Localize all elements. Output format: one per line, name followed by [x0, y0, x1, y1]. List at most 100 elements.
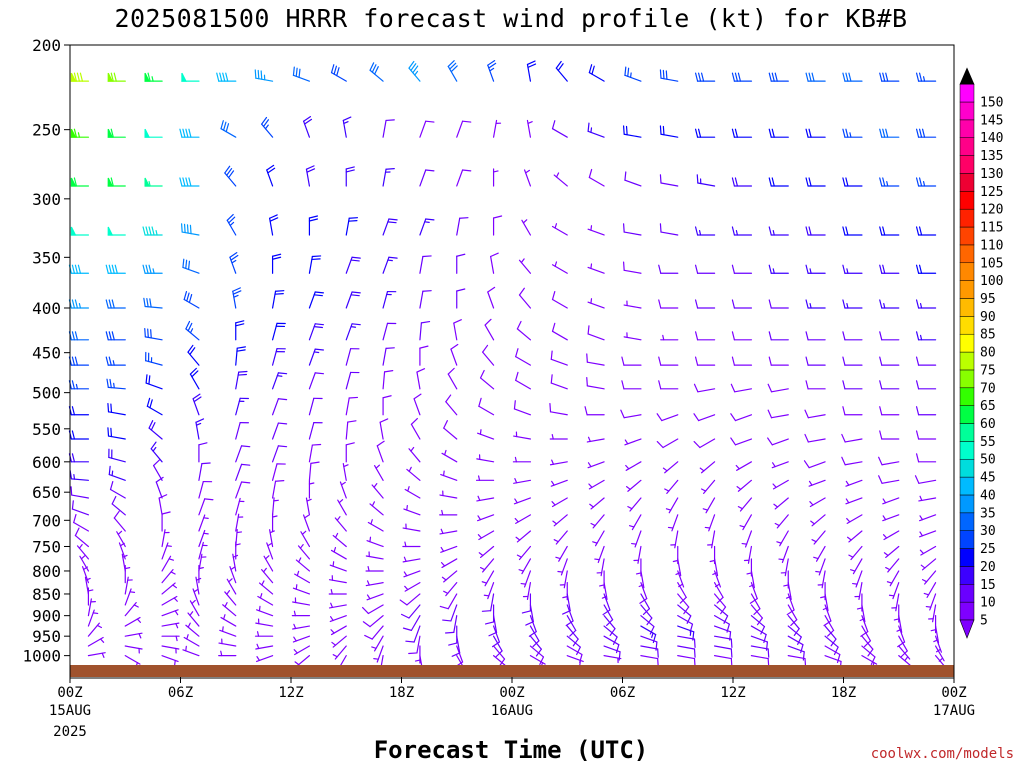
barb-half-flag: [810, 520, 815, 525]
wind-barb: [447, 60, 458, 82]
wind-barb: [750, 593, 761, 616]
barb-staff: [713, 655, 732, 660]
barb-half-flag: [258, 605, 261, 612]
barb-full-flag: [918, 264, 923, 274]
barb-full-flag: [609, 628, 616, 636]
wind-barb: [879, 128, 900, 138]
barb-full-flag: [803, 460, 810, 469]
wind-barb: [588, 479, 605, 490]
wind-barb: [479, 558, 495, 573]
barb-half-flag: [562, 596, 568, 599]
barb-half-flag: [85, 577, 91, 581]
wind-barb: [220, 614, 237, 627]
barb-full-flag: [586, 353, 588, 363]
barb-full-flag: [550, 350, 553, 360]
wind-barb: [68, 380, 90, 390]
barb-half-flag: [852, 582, 858, 585]
wind-barb: [235, 513, 244, 532]
wind-barb: [805, 177, 826, 187]
barb-full-flag: [805, 356, 809, 366]
barb-staff: [158, 497, 163, 516]
barb-half-flag: [148, 180, 151, 187]
wind-barb: [879, 406, 900, 416]
wind-barb: [882, 497, 900, 505]
barb-half-flag: [151, 76, 154, 82]
wind-barb: [898, 635, 908, 658]
wind-barb: [373, 464, 384, 481]
wind-barb: [87, 636, 105, 647]
barb-staff: [713, 625, 732, 633]
barb-full-flag: [658, 356, 662, 366]
barb-half-flag: [554, 223, 558, 229]
barb-half-flag: [333, 547, 337, 553]
wind-barb: [447, 367, 458, 390]
wind-barb: [143, 297, 163, 309]
barb-full-flag: [842, 226, 846, 236]
wind-barb: [658, 299, 679, 309]
barb-staff: [713, 604, 729, 617]
wind-barb: [882, 514, 900, 522]
barb-full-flag: [314, 348, 325, 351]
wind-barb: [366, 593, 384, 601]
barb-full-flag: [150, 441, 157, 450]
barb-half-flag: [704, 526, 711, 529]
barb-full-flag: [639, 598, 648, 604]
barb-staff: [861, 635, 874, 650]
barb-full-flag: [351, 291, 361, 294]
barb-staff: [750, 625, 767, 636]
barb-full-flag: [478, 397, 482, 407]
barb-half-flag: [849, 132, 852, 138]
barb-full-flag: [108, 299, 112, 309]
wind-barb: [551, 261, 568, 274]
wind-barb: [513, 431, 532, 440]
wind-barb: [362, 604, 384, 615]
barb-half-flag: [882, 515, 887, 521]
wind-barb: [235, 445, 251, 463]
barb-half-flag: [709, 559, 716, 563]
barb-staff: [750, 645, 769, 650]
barb-staff: [235, 421, 241, 440]
barb-full-flag: [882, 226, 886, 236]
wind-barb: [220, 120, 237, 138]
barb-half-flag: [308, 482, 315, 485]
barb-full-flag: [314, 323, 325, 326]
barb-staff: [516, 328, 532, 341]
barb-staff: [807, 438, 826, 443]
wind-barb: [308, 372, 325, 390]
barb-half-flag: [651, 632, 654, 638]
barb-half-flag: [293, 623, 297, 630]
wind-barb: [68, 331, 90, 341]
wind-barb: [518, 258, 532, 274]
barb-full-flag: [420, 320, 431, 324]
barb-full-flag: [333, 65, 337, 75]
barb-full-flag: [230, 254, 239, 261]
wind-barb: [566, 635, 581, 656]
barb-half-flag: [483, 594, 490, 597]
wind-barb: [587, 225, 605, 236]
barb-full-flag: [254, 69, 257, 79]
wind-barb: [515, 530, 532, 543]
y-tick-label: 850: [32, 585, 61, 604]
colorbar-label: 60: [980, 417, 996, 432]
barb-full-flag: [71, 380, 76, 390]
wind-barb: [693, 413, 716, 422]
wind-barb: [741, 530, 753, 548]
barb-half-flag: [78, 302, 82, 309]
barb-full-flag: [836, 653, 841, 664]
wind-barb: [330, 625, 347, 636]
barb-half-flag: [195, 422, 202, 426]
wind-barb: [879, 72, 900, 82]
wind-barb: [772, 479, 789, 490]
x-tick-label: 00Z: [941, 685, 966, 701]
barb-staff: [155, 481, 163, 499]
barb-full-flag: [189, 367, 197, 375]
wind-barb: [555, 60, 568, 82]
barb-half-flag: [170, 571, 176, 575]
barb-full-flag: [70, 486, 73, 496]
barb-full-flag: [656, 440, 664, 449]
wind-barb: [842, 380, 863, 390]
colorbar-label: 30: [980, 524, 996, 539]
wind-barb: [778, 545, 789, 564]
x-tick-label: 00Z: [499, 685, 524, 701]
wind-barb: [161, 555, 174, 572]
